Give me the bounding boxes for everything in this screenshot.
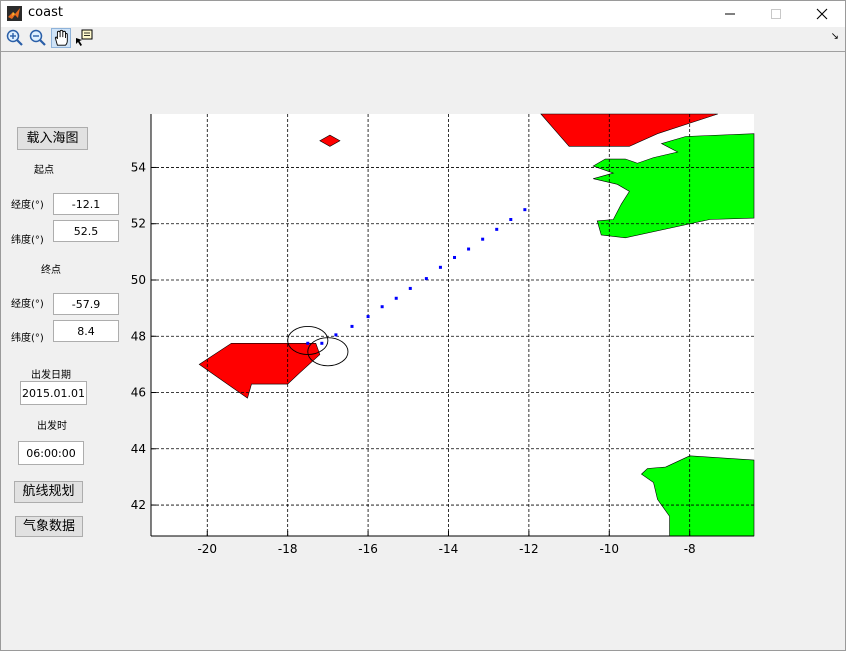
start-latitude-label: 纬度(°): [11, 235, 44, 246]
route-point: [394, 296, 398, 300]
data-cursor-icon: [76, 29, 93, 46]
close-button[interactable]: [799, 1, 845, 27]
route-point: [306, 341, 310, 345]
zoom-out-icon: [29, 29, 46, 46]
matlab-logo-icon: [7, 6, 22, 21]
title-bar[interactable]: coast: [1, 1, 845, 27]
departure-time-input[interactable]: [18, 441, 84, 465]
x-tick-label: -8: [684, 542, 696, 556]
start-longitude-label: 经度(°): [11, 200, 44, 211]
end-point-heading: 终点: [41, 265, 61, 276]
y-tick-label: 42: [131, 498, 146, 512]
green-land-polygon: [592, 133, 755, 239]
departure-time-label: 出发时: [37, 421, 67, 432]
maximize-button[interactable]: [753, 1, 799, 27]
green-land-polygon: [640, 455, 755, 537]
data-cursor-button[interactable]: [74, 28, 94, 48]
window-title: coast: [28, 5, 63, 20]
route-point: [320, 341, 324, 345]
zoom-in-button[interactable]: [5, 28, 25, 48]
start-point-heading: 起点: [34, 165, 54, 176]
x-tick-label: -20: [197, 542, 217, 556]
end-latitude-input[interactable]: [53, 320, 119, 342]
route-point: [350, 324, 354, 328]
y-tick-label: 52: [131, 217, 146, 231]
figure-toolbar: ↘: [1, 27, 845, 52]
start-longitude-input[interactable]: [53, 193, 119, 215]
red-land-polygon: [198, 342, 321, 399]
zoom-in-icon: [6, 29, 23, 46]
route-point: [380, 305, 384, 309]
y-tick-label: 54: [131, 160, 146, 174]
route-point: [495, 227, 499, 231]
route-point: [509, 218, 513, 221]
route-point: [334, 333, 338, 337]
toolbar-corner-arrow: ↘: [830, 31, 839, 42]
route-point: [481, 237, 485, 241]
y-tick-label: 50: [131, 273, 146, 287]
route-point: [523, 208, 527, 212]
red-land-polygon: [540, 113, 718, 147]
end-longitude-label: 经度(°): [11, 299, 44, 310]
y-tick-label: 46: [131, 386, 146, 400]
weather-data-button[interactable]: 气象数据: [15, 516, 83, 537]
route-point: [366, 315, 370, 319]
route-point: [408, 286, 412, 290]
route-point: [453, 255, 457, 259]
route-point: [467, 247, 471, 251]
red-land-polygon: [319, 134, 341, 147]
maximize-icon: [771, 9, 781, 19]
x-tick-label: -16: [358, 542, 378, 556]
x-tick-label: -10: [599, 542, 619, 556]
range-circle: [307, 337, 349, 367]
route-planning-button[interactable]: 航线规划: [14, 481, 83, 503]
start-latitude-input[interactable]: [53, 220, 119, 242]
close-icon: [816, 8, 828, 20]
route-point: [424, 277, 428, 281]
end-longitude-input[interactable]: [53, 293, 119, 315]
departure-date-input[interactable]: [20, 381, 87, 405]
departure-date-label: 出发日期: [31, 370, 71, 381]
pan-hand-icon: [54, 29, 68, 46]
x-tick-label: -18: [278, 542, 298, 556]
y-tick-label: 48: [131, 329, 146, 343]
y-tick-label: 44: [131, 442, 146, 456]
zoom-out-button[interactable]: [28, 28, 48, 48]
route-point: [438, 265, 442, 269]
minimize-button[interactable]: [707, 1, 753, 27]
x-tick-label: -12: [519, 542, 539, 556]
end-latitude-label: 纬度(°): [11, 333, 44, 344]
pan-button[interactable]: [51, 28, 71, 48]
load-chart-button[interactable]: 载入海图: [17, 127, 88, 150]
x-tick-label: -14: [439, 542, 459, 556]
minimize-icon: [725, 13, 735, 15]
